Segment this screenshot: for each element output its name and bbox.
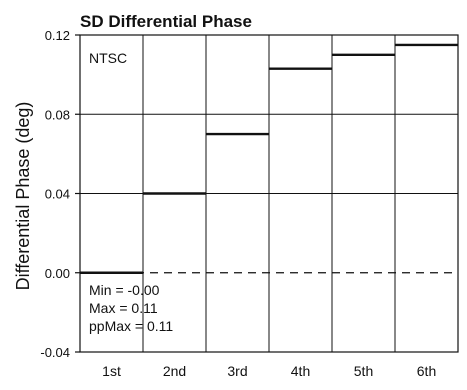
x-tick-label: 5th (354, 363, 373, 379)
y-axis-label: Differential Phase (deg) (13, 102, 33, 291)
y-tick-label: 0.08 (45, 107, 70, 122)
y-tick-label: 0.04 (45, 187, 70, 202)
x-tick-label: 6th (417, 363, 436, 379)
tick-labels: -0.04 0.00 0.04 0.08 0.12 1st 2nd 3rd 4th 5th 6th (40, 28, 436, 379)
x-tick-label: 1st (102, 363, 121, 379)
y-tick-label: 0.12 (45, 28, 70, 43)
standard-label: NTSC (89, 50, 127, 66)
x-tick-label: 4th (291, 363, 310, 379)
plot-frame (79, 34, 459, 353)
y-tick-label: 0.00 (45, 266, 70, 281)
y-tick-label: -0.04 (40, 345, 70, 360)
stat-min: Min = -0.00 (89, 282, 160, 298)
chart-title: SD Differential Phase (80, 12, 252, 31)
stat-ppmax: ppMax = 0.11 (89, 318, 173, 334)
bar-levels (80, 43, 458, 274)
x-tick-label: 2nd (163, 363, 186, 379)
x-tick-label: 3rd (227, 363, 247, 379)
stat-max: Max = 0.11 (89, 300, 158, 316)
